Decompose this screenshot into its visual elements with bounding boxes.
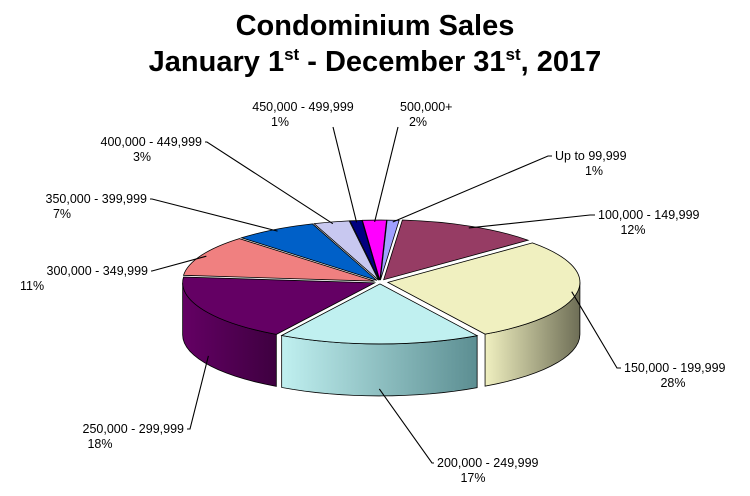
leader-line-100000-149999 <box>468 214 595 229</box>
slice-label-150000-199999: 150,000 - 199,999 <box>624 361 726 375</box>
leader-line-150000-199999 <box>571 291 621 369</box>
slice-label-300000-349999: 300,000 - 349,999 <box>47 264 149 278</box>
slice-side-200000-249999 <box>281 334 478 397</box>
slice-label-500000-plus: 500,000+ <box>400 100 452 114</box>
slice-value-150000-199999: 28% <box>660 376 685 390</box>
leader-line-300000-349999 <box>151 255 207 272</box>
title-date-end: - December 31 <box>299 46 506 78</box>
chart-title-line-2: January 1st - December 31st, 2017 <box>0 44 750 80</box>
slice-label-350000-399999: 350,000 - 399,999 <box>46 192 148 206</box>
title-date-start: January 1 <box>148 46 285 78</box>
slice-150000-199999 <box>386 242 581 335</box>
leader-line-350000-399999 <box>150 198 278 232</box>
slice-value-450000-499999: 1% <box>271 115 289 129</box>
slice-value-300000-349999: 11% <box>20 279 44 293</box>
slice-300000-349999 <box>182 238 375 282</box>
title-ordinal-end: st <box>505 45 521 64</box>
slice-label-100000-149999: 100,000 - 149,999 <box>598 208 700 222</box>
slice-up-to-99999 <box>380 219 400 281</box>
slice-200000-249999 <box>280 283 479 345</box>
slice-value-350000-399999: 7% <box>53 207 71 221</box>
leader-line-up-to-99999 <box>392 155 552 223</box>
leader-line-250000-299999 <box>187 355 209 430</box>
slice-500000-plus <box>361 219 387 281</box>
slice-400000-449999 <box>313 220 379 281</box>
leader-lines <box>150 126 621 464</box>
slice-label-up-to-99999: Up to 99,999 <box>555 149 627 163</box>
slice-label-200000-249999: 200,000 - 249,999 <box>437 456 539 470</box>
leader-line-450000-499999 <box>332 126 358 223</box>
slice-label-400000-449999: 400,000 - 449,999 <box>101 135 203 149</box>
chart-title-line-1: Condominium Sales <box>235 10 515 42</box>
slice-value-400000-449999: 3% <box>133 150 151 164</box>
slice-100000-149999 <box>383 219 530 281</box>
slice-value-500000-plus: 2% <box>409 115 427 129</box>
slice-label-450000-499999: 450,000 - 499,999 <box>252 100 354 114</box>
title-ordinal-start: st <box>284 45 300 64</box>
leader-line-200000-249999 <box>378 388 434 464</box>
leader-line-400000-449999 <box>205 141 334 225</box>
chart-title: Condominium Sales January 1st - December… <box>0 8 750 80</box>
slice-value-100000-149999: 12% <box>620 223 645 237</box>
slice-label-250000-299999: 250,000 - 299,999 <box>83 422 185 436</box>
pie-slices <box>182 219 581 345</box>
slice-value-up-to-99999: 1% <box>585 164 603 178</box>
slice-value-250000-299999: 18% <box>87 437 112 451</box>
leader-line-500000-plus <box>374 126 399 223</box>
slice-350000-399999 <box>240 223 378 281</box>
pie-sides <box>182 282 581 397</box>
slice-value-200000-249999: 17% <box>460 471 485 485</box>
slice-250000-299999 <box>182 276 377 335</box>
title-year: , 2017 <box>520 46 602 78</box>
